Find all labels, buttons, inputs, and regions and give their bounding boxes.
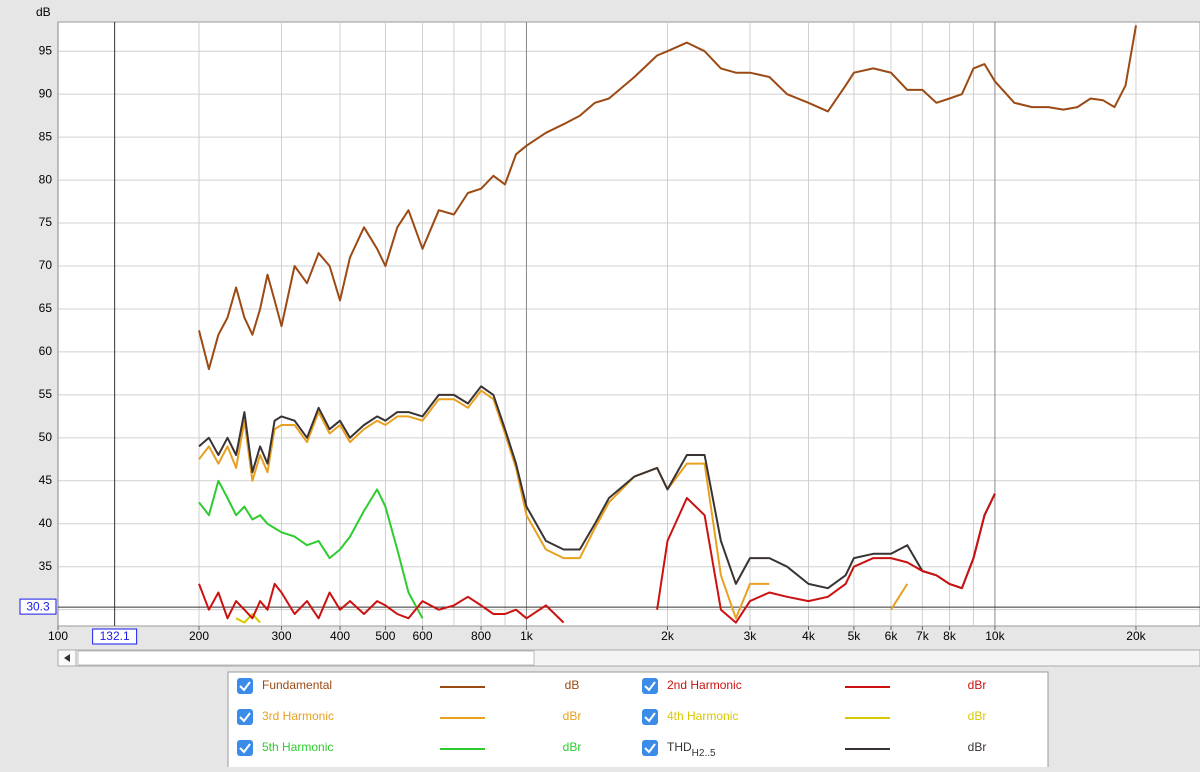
x-tick-label: 2k [661, 629, 675, 643]
y-tick-label: 35 [39, 559, 53, 573]
legend-name: 2nd Harmonic [667, 678, 742, 692]
x-tick-label: 500 [375, 629, 395, 643]
legend-unit: dBr [968, 678, 987, 692]
checkmark [239, 743, 251, 754]
y-tick-label: 60 [39, 344, 53, 358]
scroll-arrow [64, 654, 70, 662]
x-tick-label: 10k [985, 629, 1005, 643]
legend-unit: dB [565, 678, 580, 692]
labels: 3035404550556065707580859095100200300400… [19, 43, 1147, 645]
checkmark [644, 712, 656, 723]
grid [57, 22, 1200, 630]
cursor-label: 30.3 [26, 599, 50, 613]
legend-checkbox[interactable] [237, 678, 253, 694]
y-tick-label: 45 [39, 473, 53, 487]
series-line [198, 493, 996, 624]
cursor-box [92, 628, 138, 645]
cursor-label: 132.1 [100, 629, 130, 643]
x-tick-label: 4k [802, 629, 816, 643]
legend-name: 4th Harmonic [667, 709, 738, 723]
x-tick-label: 5k [848, 629, 862, 643]
legend-checkbox[interactable] [642, 678, 658, 694]
x-tick-label: 8k [943, 629, 957, 643]
x-tick-label: 800 [471, 629, 491, 643]
legend-label: 3rd Harmonic [262, 709, 334, 723]
x-tick-label: 1k [520, 629, 534, 643]
series-line [235, 613, 261, 624]
scroll-thumb[interactable] [77, 650, 535, 666]
y-tick-label: 90 [39, 86, 53, 100]
series-line [198, 385, 996, 590]
legend [227, 671, 1049, 772]
y-tick-label: 75 [39, 215, 53, 229]
series-line [198, 25, 1137, 371]
y-tick-label: 40 [39, 516, 53, 530]
x-tick-label: 20k [1126, 629, 1146, 643]
legend-label: 4th Harmonic [667, 709, 738, 723]
legend-unit: dBr [563, 709, 582, 723]
legend-name: Fundamental [262, 678, 332, 692]
legend-checkbox[interactable] [642, 740, 658, 756]
cursor-box [19, 598, 57, 615]
y-tick-label: 65 [39, 301, 53, 315]
y-axis-label: dB [36, 5, 51, 19]
checkmark [239, 681, 251, 692]
legend-name: 5th Harmonic [262, 740, 333, 754]
legend-name: 3rd Harmonic [262, 709, 334, 723]
y-tick-label: 85 [39, 129, 53, 143]
y-tick-label: 50 [39, 430, 53, 444]
legend-subscript: H2..5 [692, 748, 716, 759]
y-tick-label: 55 [39, 387, 53, 401]
y-tick-label: 95 [39, 43, 53, 57]
legend-checkbox[interactable] [237, 709, 253, 725]
legend-checkbox[interactable] [642, 709, 658, 725]
x-tick-label: 6k [885, 629, 899, 643]
x-tick-label: 300 [271, 629, 291, 643]
legend-unit: dBr [968, 740, 987, 754]
x-tick-label: 7k [916, 629, 930, 643]
checkmark [644, 681, 656, 692]
checkmark [239, 712, 251, 723]
legend-name: THD [667, 740, 692, 754]
legend-entries: Fundamental dB 2nd Harmonic dBr 3rd Harmonic… [237, 678, 986, 759]
legend-label: 2nd Harmonic [667, 678, 742, 692]
legend-label: Fundamental [262, 678, 332, 692]
legend-unit: dBr [968, 709, 987, 723]
legend-checkbox[interactable] [237, 740, 253, 756]
legend-unit: dBr [563, 740, 582, 754]
lines [198, 25, 1137, 624]
checkmark [644, 743, 656, 754]
y-tick-label: 70 [39, 258, 53, 272]
x-tick-label: 600 [413, 629, 433, 643]
y-tick-label: 80 [39, 172, 53, 186]
x-tick-label: 3k [744, 629, 758, 643]
legend-label: 5th Harmonic [262, 740, 333, 754]
plot-area [57, 21, 1200, 627]
x-tick-label: 200 [189, 629, 209, 643]
x-tick-label: 100 [48, 629, 68, 643]
x-tick-label: 400 [330, 629, 350, 643]
legend-label: THDH2..5 [667, 740, 716, 758]
